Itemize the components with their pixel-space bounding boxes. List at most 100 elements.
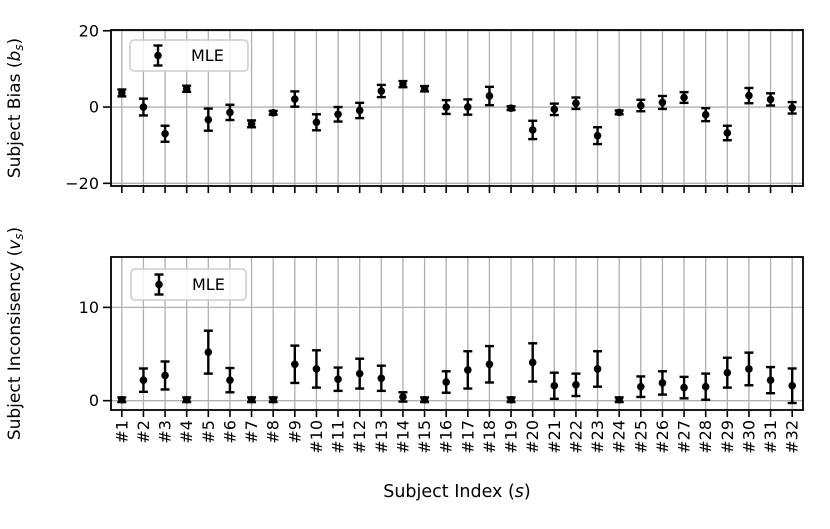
data-point <box>442 103 450 111</box>
data-point <box>788 104 796 112</box>
data-point <box>766 95 775 104</box>
data-point <box>485 92 494 100</box>
xtick-label: #6 <box>220 420 239 444</box>
data-point <box>680 93 688 102</box>
data-point <box>204 115 213 124</box>
y-axis-label: Subject Bias (bs) <box>5 38 26 178</box>
data-point <box>420 84 429 93</box>
data-point <box>745 365 753 373</box>
xtick-label: #17 <box>458 420 477 454</box>
xtick-label: #18 <box>480 420 499 454</box>
data-point <box>247 120 256 128</box>
data-point <box>226 376 234 384</box>
legend-marker <box>154 51 162 60</box>
ytick-label: 0 <box>89 391 99 410</box>
xtick-label: #24 <box>610 420 629 454</box>
data-point <box>593 131 602 140</box>
data-point <box>247 395 256 404</box>
xtick-label: #25 <box>631 420 650 454</box>
data-point <box>723 129 732 137</box>
data-point <box>399 80 407 88</box>
legend-box <box>130 268 247 301</box>
data-point <box>139 103 148 111</box>
x-axis-label: Subject Index (s) <box>383 482 531 502</box>
data-point <box>572 99 580 108</box>
data-point <box>485 360 494 369</box>
xtick-label: #22 <box>566 420 585 454</box>
data-point <box>182 395 191 404</box>
data-point <box>118 395 126 404</box>
legend: MLE <box>130 268 247 301</box>
data-point <box>658 379 667 387</box>
xtick-label: #29 <box>718 420 737 454</box>
data-point <box>550 381 559 390</box>
xtick-label: #7 <box>242 420 261 444</box>
xtick-label: #21 <box>545 420 564 454</box>
xtick-label: #23 <box>588 420 607 454</box>
data-point <box>615 108 623 117</box>
xtick-label: #4 <box>177 420 196 444</box>
data-point <box>399 393 407 401</box>
data-point <box>572 381 580 389</box>
data-point <box>334 375 342 384</box>
data-point <box>355 106 364 115</box>
xtick-label: #32 <box>783 420 802 454</box>
xtick-label: #2 <box>134 420 153 444</box>
xtick-label: #20 <box>523 420 542 454</box>
y-axis-label: Subject Inconsisency (vs) <box>5 227 26 440</box>
data-point <box>745 91 753 100</box>
xtick-label: #14 <box>393 420 412 454</box>
data-point <box>420 395 429 404</box>
data-point <box>377 87 386 95</box>
data-point <box>377 374 386 383</box>
data-point <box>701 382 710 391</box>
data-point <box>464 103 472 111</box>
xtick-label: #26 <box>653 420 672 454</box>
legend-label: MLE <box>191 46 224 65</box>
legend-label: MLE <box>192 275 225 294</box>
data-point <box>355 369 364 378</box>
legend-marker <box>155 280 163 289</box>
xtick-label: #3 <box>156 420 175 444</box>
data-point <box>312 118 321 127</box>
data-point <box>291 95 299 103</box>
xtick-label: #13 <box>372 420 391 454</box>
data-point <box>507 395 515 404</box>
legend: MLE <box>129 39 249 72</box>
data-point <box>161 129 169 138</box>
data-point <box>442 378 450 386</box>
errorbar-series <box>117 329 797 405</box>
data-point <box>593 365 602 373</box>
xtick-label: #16 <box>437 420 456 454</box>
xtick-label: #28 <box>696 420 715 454</box>
axes-spines <box>110 256 804 411</box>
xtick-label: #9 <box>285 420 304 444</box>
data-point <box>528 126 537 134</box>
xtick-label: #27 <box>675 420 694 454</box>
data-point <box>269 395 277 404</box>
data-point <box>226 108 234 117</box>
xtick-label: #5 <box>199 420 218 444</box>
xtick-label: #15 <box>415 420 434 454</box>
xtick-label: #1 <box>112 420 131 444</box>
xtick-label: #30 <box>739 420 758 454</box>
data-point <box>637 101 645 110</box>
data-point <box>269 108 277 117</box>
data-point <box>766 376 775 384</box>
data-point <box>680 383 688 392</box>
bottom-axes: 010#1 #2 #3 #4 #5 #6 #7 #8 #9 #10 #11 #12 #13 #14 #15 #… <box>5 227 804 502</box>
data-point <box>550 105 559 114</box>
data-point <box>507 104 515 112</box>
data-point <box>161 371 169 380</box>
top-axes: −20 0 20 MLE Subject Bias (bs) <box>5 21 804 193</box>
xtick-label: #19 <box>502 420 521 454</box>
data-point <box>464 366 472 374</box>
axes-spines <box>110 29 804 187</box>
ytick-label: −20 <box>65 174 99 193</box>
xtick-label: #10 <box>307 420 326 454</box>
data-point <box>204 348 213 356</box>
data-point <box>334 110 342 119</box>
legend-box <box>129 39 249 72</box>
